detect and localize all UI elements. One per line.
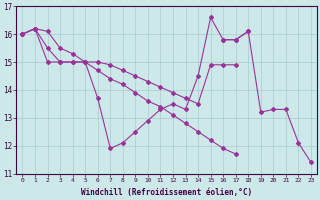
X-axis label: Windchill (Refroidissement éolien,°C): Windchill (Refroidissement éolien,°C) bbox=[81, 188, 252, 197]
